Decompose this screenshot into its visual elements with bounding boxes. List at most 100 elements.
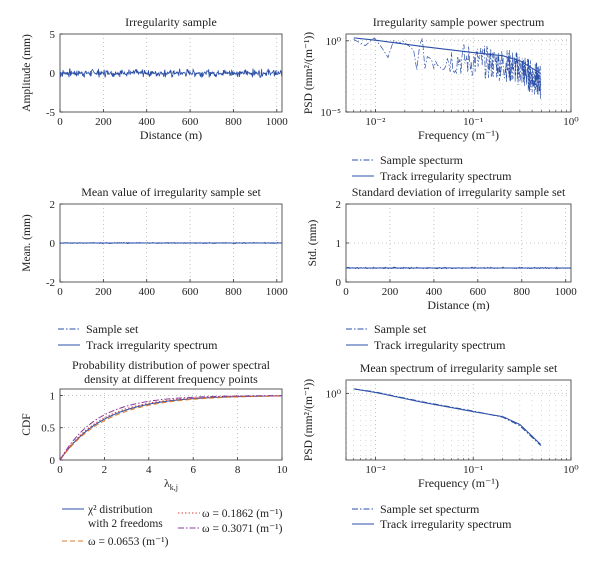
series-line-sample-set-spectrum (353, 388, 542, 446)
y-axis-label: Std. (mm) (307, 220, 319, 267)
legend-label-sample-set: Sample set (374, 322, 427, 336)
y-tick-label: -5 (46, 107, 56, 119)
x-tick-label: 4 (146, 464, 152, 476)
legend-label-w1: ω = 0.0653 (m⁻¹) (88, 536, 169, 548)
x-axis-label-subscript: k,j (170, 483, 178, 492)
x-tick-label: 1000 (266, 116, 289, 128)
legend-label-track-spectrum: Track irregularity spectrum (374, 338, 506, 352)
x-tick-label: 200 (95, 286, 112, 298)
x-tick-label: 10 (277, 464, 289, 476)
x-tick-label: 10⁻¹ (463, 116, 483, 128)
x-tick-label: 200 (95, 116, 112, 128)
chart-subtitle: density at different frequency points (84, 372, 258, 386)
series-line-sample-spectrum (353, 37, 542, 99)
x-axis-label: λk,j (164, 476, 178, 492)
x-axis-label: Frequency (m⁻¹) (418, 128, 499, 142)
y-tick-label: 0 (336, 277, 342, 289)
legend-label-w3: ω = 0.3071 (m⁻¹) (202, 523, 283, 535)
x-tick-label: 600 (182, 116, 199, 128)
y-tick-label: 10⁻⁵ (320, 107, 341, 119)
x-tick-label: 400 (138, 286, 155, 298)
x-tick-label: 200 (382, 286, 399, 298)
y-tick-label: 1 (50, 390, 56, 402)
x-tick-label: 600 (470, 286, 487, 298)
y-tick-label: 10⁰ (326, 388, 342, 400)
chart-mean-spectrum: 10⁻² 10⁻¹ 10⁰ 10⁰ Mean spectrum of irregular… (303, 361, 579, 531)
x-axis-label: Distance (m) (427, 298, 489, 312)
y-tick-label: 2 (50, 199, 56, 211)
legend: Sample specturm Track irregularity spectr… (352, 153, 512, 183)
y-tick-label: 0 (50, 455, 56, 467)
y-axis-label: CDF (21, 413, 33, 435)
chart-sample-power-spectrum: 10⁻² 10⁻¹ 10⁰ 10⁻⁵ 10⁰ Irregularity sample po… (303, 15, 579, 183)
series-line-2 (59, 395, 283, 461)
x-tick-label: 0 (57, 286, 63, 298)
x-tick-label: 0 (57, 464, 63, 476)
chart-title: Irregularity sample (125, 15, 217, 29)
x-axis-label: Distance (m) (140, 128, 202, 142)
x-tick-label: 2 (102, 464, 108, 476)
chart-cdf-power-spectral-density: 0 2 4 6 8 10 0 0.5 1 Probability distribution of … (21, 358, 288, 548)
y-axis-label: PSD (mm²/(m⁻¹)) (303, 32, 315, 114)
series-line-1 (59, 395, 283, 461)
x-tick-label: 0 (343, 286, 349, 298)
legend-label-sample-set: Sample set (86, 322, 139, 336)
plot-frame (59, 388, 283, 461)
x-tick-label: 6 (190, 464, 196, 476)
legend-label-chi2-line1: χ² distribution (87, 504, 153, 516)
x-tick-label: 0 (57, 116, 63, 128)
x-tick-label: 1000 (555, 286, 578, 298)
x-tick-label: 10⁰ (563, 464, 579, 476)
legend-label-track-spectrum: Track irregularity spectrum (86, 338, 218, 352)
chart-title: Probability distribution of power spectr… (72, 358, 271, 372)
x-tick-label: 10⁻² (365, 116, 386, 128)
series-line-sample-set (59, 241, 283, 245)
series-line-3 (59, 395, 283, 461)
x-tick-label: 1000 (266, 286, 289, 298)
chart-standard-deviation: 0 200 400 600 800 1000 0 1 2 Standard deviation o… (307, 185, 577, 352)
plot-frame (345, 33, 572, 113)
chart-title: Standard deviation of irregularity sampl… (352, 185, 566, 199)
x-axis-label: Frequency (m⁻¹) (418, 476, 499, 490)
series-line-sample (59, 68, 283, 79)
legend: Sample set Track irregularity spectrum (58, 322, 218, 352)
legend-label-chi2-line2: with 2 freedoms (88, 518, 163, 530)
y-axis-label: PSD (mm²/(m⁻¹)) (303, 379, 315, 461)
chart-title: Irregularity sample power spectrum (373, 15, 545, 29)
legend: Sample set Track irregularity spectrum (346, 322, 506, 352)
y-tick-label: 2 (336, 199, 342, 211)
legend-label-track-spectrum: Track irregularity spectrum (380, 169, 512, 183)
y-tick-label: 10⁰ (326, 36, 342, 48)
y-tick-label: 0 (50, 238, 56, 250)
series-line-sample-set (345, 266, 572, 270)
x-tick-label: 800 (225, 286, 242, 298)
x-tick-label: 10⁰ (563, 116, 579, 128)
plot-frame (345, 379, 572, 461)
legend-label-w2: ω = 0.1862 (m⁻¹) (202, 508, 283, 520)
y-axis-label: Mean. (mm) (21, 214, 33, 272)
x-tick-label: 800 (514, 286, 531, 298)
y-tick-label: 1 (336, 238, 342, 250)
x-tick-label: 8 (235, 464, 241, 476)
legend-label-sample-set-spectrum: Sample set specturm (380, 502, 480, 516)
y-tick-label: -2 (46, 277, 55, 289)
chart-title: Mean spectrum of irregularity sample set (360, 361, 558, 375)
y-tick-label: 0.5 (41, 423, 55, 435)
y-axis-label: Amplitude (mm) (21, 34, 33, 112)
x-tick-label: 400 (426, 286, 443, 298)
x-tick-label: 600 (182, 286, 199, 298)
x-tick-label: 10⁻² (365, 464, 386, 476)
y-tick-label: 5 (50, 29, 56, 41)
legend: χ² distribution with 2 freedoms ω = 0.0653… (62, 504, 283, 548)
x-tick-label: 400 (138, 116, 155, 128)
legend-label-sample-spectrum: Sample specturm (380, 153, 464, 167)
x-tick-label: 10⁻¹ (463, 464, 483, 476)
series-line-track-spectrum (353, 388, 542, 445)
x-tick-label: 800 (225, 116, 242, 128)
series-line-track-spectrum (353, 37, 541, 75)
legend-label-track-spectrum: Track irregularity spectrum (380, 517, 512, 531)
